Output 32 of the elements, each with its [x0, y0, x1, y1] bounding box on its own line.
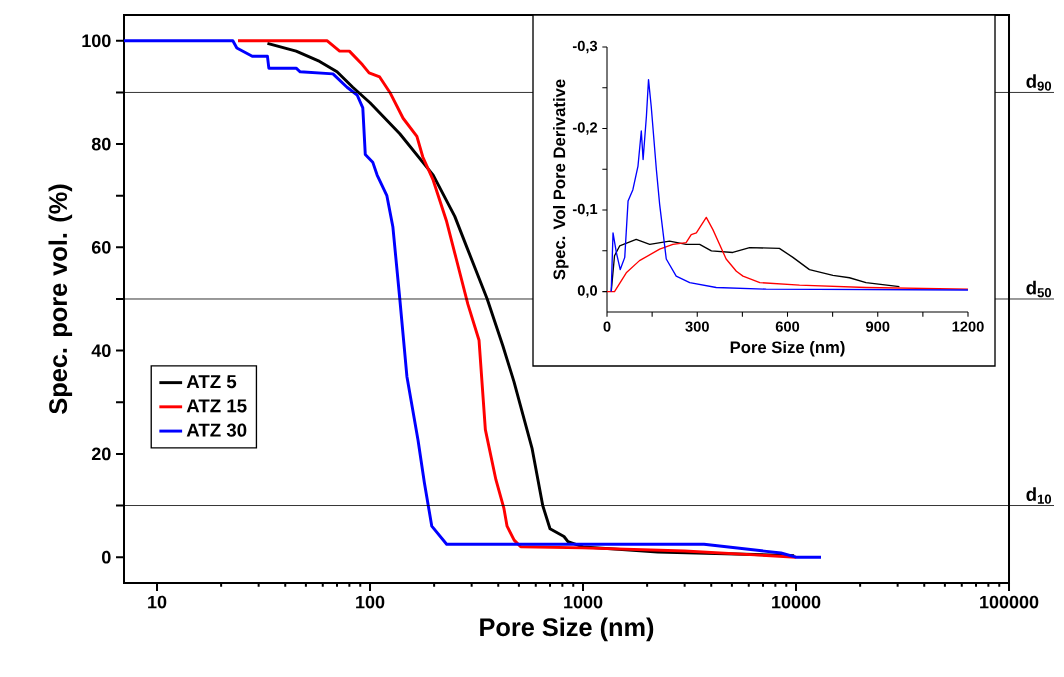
- legend-label: ATZ 5: [186, 375, 237, 389]
- x-tick-label: 1000: [564, 595, 603, 609]
- x-tick-label: 10: [148, 595, 167, 609]
- x-tick-label: 600: [775, 321, 800, 332]
- x-axis-title: Pore Size (nm): [480, 617, 654, 642]
- ref-line-label: d$_{90}$: [1026, 74, 1052, 91]
- legend-label: ATZ 30: [186, 423, 247, 437]
- ref-line-label: d$_{50}$: [1026, 280, 1052, 298]
- y-axis-title: Spec. pore vol. (%): [48, 184, 73, 414]
- y-tick-label: 80: [91, 137, 111, 151]
- y-tick-label: 60: [91, 240, 111, 254]
- y-tick-label: 0,0: [577, 285, 598, 298]
- x-tick-label: 1200: [952, 321, 984, 332]
- x-tick-label: 100: [356, 595, 385, 609]
- x-tick-label: 300: [685, 321, 709, 332]
- x-tick-label: 0: [603, 321, 611, 332]
- y-tick-label: 100: [82, 34, 111, 48]
- y-tick-label: -0,3: [572, 40, 598, 54]
- y-axis-title: Spec. Vol Pore Derivative: [552, 79, 569, 280]
- y-tick-label: -0,2: [572, 122, 598, 135]
- x-axis-title: Pore Size (nm): [730, 340, 845, 357]
- y-tick-label: 40: [91, 344, 111, 357]
- x-tick-label: 10000: [772, 595, 821, 609]
- legend-label: ATZ 15: [186, 399, 247, 413]
- line-series: [606, 216, 969, 293]
- y-tick-label: 0: [102, 550, 111, 564]
- x-tick-label: 100000: [980, 595, 1039, 609]
- y-tick-label: 20: [91, 447, 111, 461]
- line-series: [610, 78, 969, 293]
- x-tick-label: 900: [866, 321, 890, 332]
- y-tick-label: -0,1: [572, 203, 598, 217]
- ref-line-label: d$_{10}$: [1026, 487, 1052, 504]
